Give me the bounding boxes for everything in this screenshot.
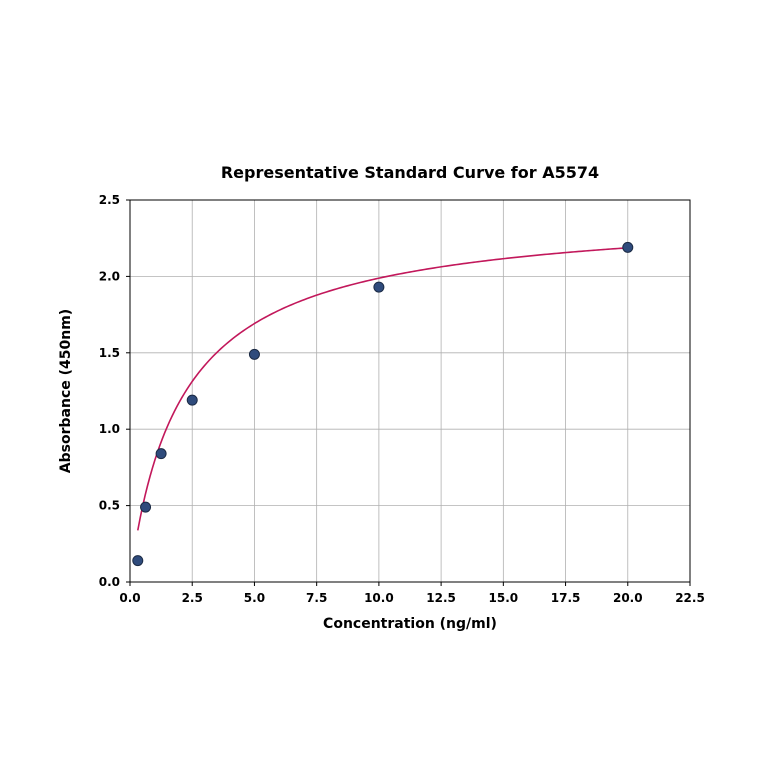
- x-tick-label: 17.5: [551, 591, 581, 605]
- data-point: [156, 449, 166, 459]
- data-point: [187, 395, 197, 405]
- chart-title: Representative Standard Curve for A5574: [221, 163, 599, 182]
- y-tick-label: 1.5: [99, 346, 120, 360]
- plot-area: [126, 200, 690, 586]
- y-tick-label: 2.5: [99, 193, 120, 207]
- data-point: [133, 556, 143, 566]
- x-tick-label: 5.0: [244, 591, 265, 605]
- data-point: [249, 349, 259, 359]
- y-tick-label: 0.0: [99, 575, 120, 589]
- chart-container: Representative Standard Curve for A5574 …: [0, 0, 764, 764]
- data-point: [374, 282, 384, 292]
- data-point: [623, 242, 633, 252]
- x-tick-label: 2.5: [182, 591, 203, 605]
- chart-svg: Representative Standard Curve for A5574 …: [0, 0, 764, 764]
- x-tick-label: 10.0: [364, 591, 394, 605]
- plot-background: [130, 200, 690, 582]
- y-axis-label: Absorbance (450nm): [58, 309, 74, 473]
- y-tick-labels: 0.0 0.5 1.0 1.5 2.0 2.5: [99, 193, 120, 589]
- y-tick-label: 1.0: [99, 422, 120, 436]
- x-axis-label: Concentration (ng/ml): [323, 616, 497, 632]
- x-tick-labels: 0.0 2.5 5.0 7.5 10.0 12.5 15.0 17.5 20.0 22.5: [119, 591, 704, 605]
- x-tick-label: 15.0: [489, 591, 519, 605]
- x-tick-label: 12.5: [426, 591, 456, 605]
- x-tick-label: 22.5: [675, 591, 705, 605]
- y-tick-label: 2.0: [99, 269, 120, 283]
- y-tick-label: 0.5: [99, 499, 120, 513]
- x-tick-label: 20.0: [613, 591, 643, 605]
- x-tick-label: 0.0: [119, 591, 140, 605]
- data-point: [141, 502, 151, 512]
- x-tick-label: 7.5: [306, 591, 327, 605]
